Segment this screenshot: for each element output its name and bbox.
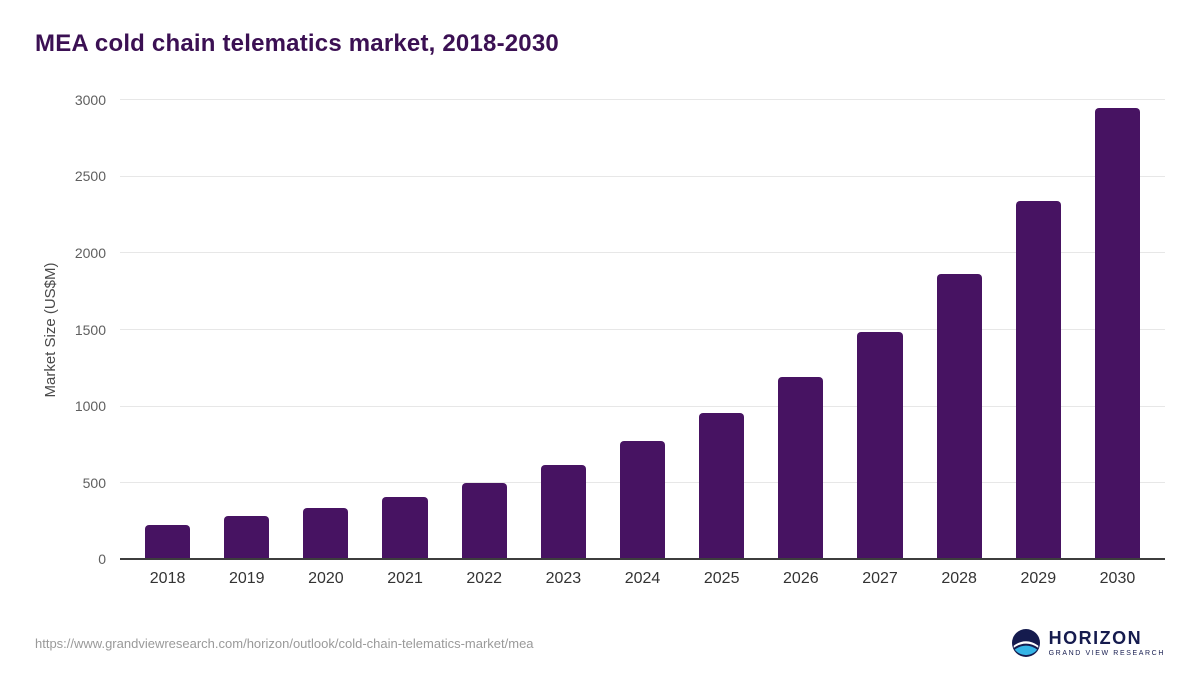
y-tick-label: 2000 <box>74 244 106 261</box>
bar-slot <box>365 100 444 560</box>
footer: https://www.grandviewresearch.com/horizo… <box>35 629 1165 657</box>
x-axis-line: 0 <box>98 551 1165 567</box>
bar-2027 <box>857 331 903 560</box>
y-tick-label: 0 <box>98 551 106 567</box>
y-tick-label: 1500 <box>74 321 106 338</box>
x-tick-label: 2020 <box>308 570 344 587</box>
x-tick-label: 2029 <box>1020 570 1057 587</box>
bar-2018 <box>145 524 191 560</box>
x-tick-label: 2021 <box>387 570 423 587</box>
chart-title: MEA cold chain telematics market, 2018-2… <box>35 30 559 57</box>
bar-2023 <box>540 464 586 560</box>
bar-slot <box>682 100 761 560</box>
bar-slot <box>207 100 286 560</box>
bar-slot <box>445 100 524 560</box>
bars <box>120 100 1165 560</box>
y-tick-label: 500 <box>82 474 106 491</box>
x-axis-labels: 2018 2019 2020 2021 2022 2023 2024 2025 2026 2027… <box>120 570 1165 588</box>
horizon-globe-icon <box>1011 629 1040 657</box>
y-axis-title: Market Size (US$M) <box>42 262 59 398</box>
logo-subtitle: GRAND VIEW RESEARCH <box>1048 650 1165 657</box>
logo-name: HORIZON <box>1048 628 1143 648</box>
bar-slot <box>286 100 365 560</box>
bar-slot <box>1078 100 1157 560</box>
x-tick-label: 2028 <box>941 570 977 587</box>
bar-slot <box>840 100 919 560</box>
chart-plot: Market Size (US$M) 0 500 1000 1500 2000 2500 3… <box>42 92 1165 567</box>
bar-2030 <box>1094 107 1140 560</box>
x-tick-label: 2024 <box>624 570 661 587</box>
bar-slot <box>999 100 1078 560</box>
y-tick-label: 3000 <box>74 91 106 108</box>
x-tick-label: 2022 <box>466 570 502 587</box>
gridline: 1000 <box>75 398 1165 414</box>
bar-slot <box>128 100 207 560</box>
gridline: 2500 <box>75 168 1165 184</box>
bar-slot <box>603 100 682 560</box>
brand-logo: HORIZON GRAND VIEW RESEARCH <box>1011 629 1165 657</box>
bar-slot <box>920 100 999 560</box>
x-tick-label: 2025 <box>703 570 740 587</box>
gridline: 1500 <box>75 322 1165 338</box>
bar-2024 <box>619 441 666 560</box>
bar-2020 <box>303 507 349 560</box>
x-tick-label: 2018 <box>149 570 186 587</box>
x-tick-label: 2019 <box>228 570 265 587</box>
bar-2028 <box>936 274 982 560</box>
logo-text: HORIZON GRAND VIEW RESEARCH <box>1049 629 1165 657</box>
x-tick-label: 2027 <box>862 570 898 587</box>
x-tick-label: 2030 <box>1099 570 1136 587</box>
y-tick-label: 2500 <box>74 168 106 185</box>
y-tick-label: 1000 <box>74 398 106 415</box>
x-tick-label: 2026 <box>783 570 819 587</box>
bar-slot <box>524 100 603 560</box>
bar-2022 <box>461 482 507 560</box>
bar-2025 <box>699 412 745 560</box>
gridline: 2000 <box>75 245 1165 261</box>
gridline: 3000 <box>75 92 1165 108</box>
x-tick-label: 2023 <box>545 570 582 587</box>
bar-2021 <box>382 497 428 560</box>
bar-2029 <box>1015 201 1061 560</box>
bar-slot <box>761 100 840 560</box>
bar-2019 <box>224 515 270 560</box>
bar-2026 <box>778 376 824 560</box>
source-url: https://www.grandviewresearch.com/horizo… <box>35 635 534 651</box>
